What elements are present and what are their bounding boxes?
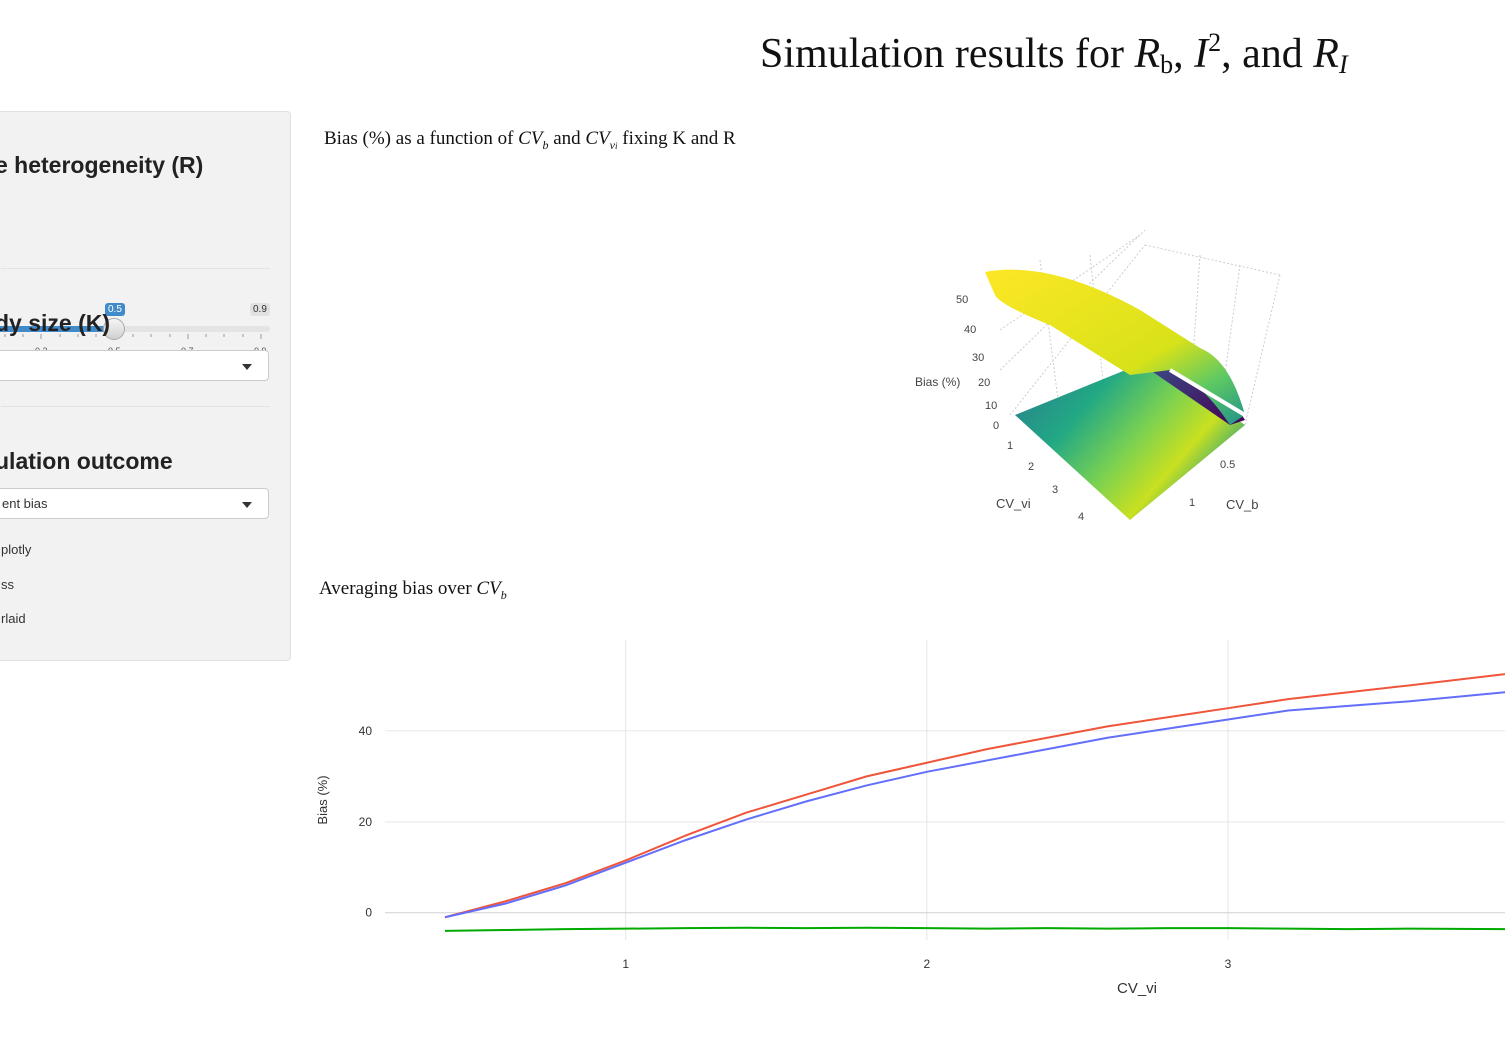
page-title: Simulation results for Rb, I2, and RI [760, 28, 1348, 80]
cv-sub-sub: i [615, 140, 618, 151]
cv-symbol: CV [518, 128, 543, 149]
y-tick-label: 20 [359, 815, 373, 829]
surface-plot[interactable]: 50 40 30 20 10 0 Bias (%) 1 2 3 4 CV_vi … [900, 220, 1320, 540]
cv-symbol: CV [585, 128, 610, 149]
divider [1, 406, 270, 407]
title-r-sub: b [1160, 50, 1174, 79]
cv-sub: b [500, 587, 507, 602]
z-tick: 20 [978, 377, 990, 389]
avg-heading-text: Averaging bias over [319, 578, 477, 599]
title-and: , and [1221, 31, 1314, 77]
slider-handle[interactable] [103, 318, 125, 340]
y-tick: 3 [1052, 484, 1058, 496]
option-ss[interactable]: ss [1, 577, 14, 592]
chart-ticks: 1 2 3 0 20 40 [359, 724, 1232, 971]
y-tick: 2 [1028, 461, 1034, 473]
x-tick: 1 [1189, 497, 1195, 509]
heterogeneity-label: e heterogeneity (R) [0, 152, 204, 178]
y-tick: 1 [1007, 440, 1013, 452]
y-tick: 4 [1078, 511, 1084, 523]
cv-symbol: CV [476, 578, 501, 599]
series-line-0[interactable] [444, 673, 1505, 919]
line-chart[interactable]: 1 2 3 0 20 40 CV_vi Bias (%) [300, 630, 1505, 1010]
caret-down-icon [242, 502, 252, 508]
option-plotly[interactable]: plotly [1, 542, 32, 557]
outcome-label: ulation outcome [0, 448, 173, 474]
z-axis-label: Bias (%) [915, 375, 960, 389]
slider-track[interactable] [0, 326, 270, 332]
avg-heading: Averaging bias over CVb [319, 578, 507, 603]
y-axis-label: CV_vi [996, 496, 1031, 511]
title-r: R [1134, 31, 1161, 77]
study-size-label: dy size (K) [0, 310, 111, 336]
z-tick: 50 [956, 294, 968, 306]
title-sep: , [1173, 31, 1195, 77]
y-tick-label: 40 [359, 724, 373, 738]
x-tick-label: 1 [622, 957, 629, 971]
z-tick: 40 [964, 324, 976, 336]
slider-fill [0, 326, 115, 332]
title-ri: R [1313, 31, 1339, 77]
z-tick: 10 [985, 400, 997, 412]
x-axis-title: CV_vi [1117, 980, 1157, 997]
title-i-sup: 2 [1208, 28, 1222, 57]
chart-lines [444, 673, 1505, 932]
outcome-select[interactable]: ent bias [0, 488, 269, 519]
surface-upper [985, 269, 1245, 425]
title-prefix: Simulation results for [760, 31, 1135, 77]
title-i: I [1194, 31, 1209, 77]
z-tick: 30 [972, 352, 984, 364]
title-ri-sub: I [1338, 50, 1348, 79]
x-tick-label: 2 [923, 957, 930, 971]
surface-heading-text: Bias (%) as a function of [324, 128, 519, 149]
x-axis-label: CV_b [1226, 497, 1259, 512]
and-text: and [548, 128, 586, 149]
y-axis-title: Bias (%) [315, 775, 330, 824]
option-rlaid[interactable]: rlaid [1, 611, 26, 626]
surface-gap [1168, 368, 1247, 417]
y-tick-label: 0 [365, 906, 372, 920]
x-tick-label: 3 [1225, 957, 1232, 971]
surface-heading-post: fixing K and R [617, 128, 736, 149]
study-size-select[interactable] [0, 350, 269, 381]
outcome-value: ent bias [2, 496, 48, 511]
sidebar-panel: e heterogeneity (R) 0.5 0.9 0.3 0.5 0.7 … [0, 111, 291, 661]
caret-down-icon [242, 364, 252, 370]
series-line-2[interactable] [444, 926, 1505, 932]
surface-heading: Bias (%) as a function of CVb and CVvi f… [324, 128, 736, 153]
slider-value-bubble: 0.5 [105, 303, 125, 316]
cv-sub: v [609, 137, 615, 152]
cv-sub: b [542, 137, 549, 152]
series-line-1[interactable] [444, 691, 1505, 919]
divider [1, 268, 270, 269]
x-tick: 0.5 [1220, 459, 1235, 471]
chart-grid [385, 640, 1505, 940]
z-tick: 0 [993, 420, 999, 432]
surface-lower [1015, 360, 1245, 520]
slider-max-bubble: 0.9 [250, 303, 270, 316]
